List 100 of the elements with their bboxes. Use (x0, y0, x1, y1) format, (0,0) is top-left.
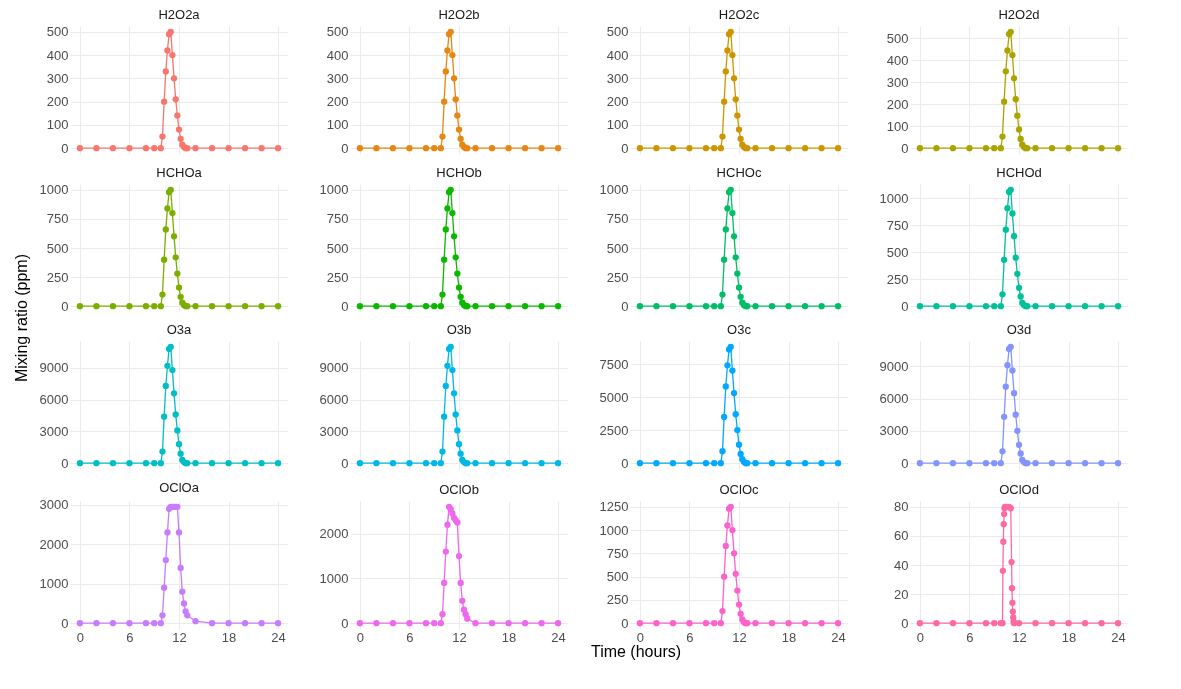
y-tick-label: 0 (61, 298, 69, 314)
y-tick-label: 0 (341, 615, 349, 631)
chart-title: H2O2a (158, 6, 201, 22)
y-tick-label: 100 (606, 117, 629, 133)
x-tick-label: 12 (732, 629, 747, 645)
y-tick-label: 500 (886, 30, 909, 46)
chart-title: H2O2d (998, 7, 1040, 22)
y-tick-label: 0 (901, 298, 909, 314)
y-tick-label: 0 (621, 455, 629, 471)
y-tick-label: 400 (606, 47, 629, 63)
chart-title: OClOa (159, 479, 200, 495)
y-tick-label: 750 (886, 217, 909, 233)
y-tick-label: 0 (341, 298, 349, 314)
chart-title: OClOd (999, 481, 1039, 497)
x-tick-label: 0 (636, 629, 645, 645)
y-tick-label: 0 (61, 455, 69, 471)
y-tick-label: 9000 (39, 360, 69, 376)
x-tick-label: 24 (1111, 629, 1126, 645)
y-tick-label: 3000 (319, 423, 349, 439)
y-tick-label: 0 (901, 455, 909, 471)
x-tick-label: 24 (271, 629, 286, 645)
chart-title: OClOb (439, 482, 479, 497)
chart-title: O3d (1006, 322, 1032, 337)
x-tick-label: 6 (966, 629, 974, 645)
y-tick-label: 500 (606, 569, 629, 585)
y-tick-label: 500 (606, 24, 629, 40)
x-tick-label: 6 (406, 629, 414, 645)
y-tick-label: 2500 (599, 422, 629, 438)
x-tick-label: 0 (356, 629, 365, 645)
x-tick-label: 6 (686, 629, 694, 645)
y-tick-label: 400 (326, 47, 349, 63)
x-axis-title: Time (hours) (590, 643, 682, 660)
y-tick-label: 300 (326, 70, 349, 86)
y-tick-label: 500 (46, 240, 69, 256)
chart-title: HCHOb (436, 164, 482, 180)
y-tick-label: 0 (621, 140, 629, 156)
y-axis-title: Mixing ratio (ppm) (13, 253, 30, 383)
chart-title: HCHOc (716, 164, 762, 180)
y-tick-label: 300 (606, 70, 629, 86)
chart-title: H2O2b (438, 6, 480, 22)
y-tick-label: 500 (46, 24, 69, 40)
y-tick-label: 250 (886, 271, 909, 287)
y-tick-label: 100 (326, 117, 349, 133)
y-tick-label: 2000 (319, 526, 349, 542)
y-tick-label: 0 (341, 455, 349, 471)
x-tick-label: 12 (172, 629, 187, 645)
y-tick-label: 750 (326, 211, 349, 227)
y-tick-label: 400 (886, 52, 909, 68)
y-tick-label: 60 (894, 528, 909, 544)
y-tick-label: 1000 (599, 522, 629, 538)
y-tick-label: 2000 (39, 536, 69, 552)
y-tick-label: 6000 (39, 392, 69, 408)
y-tick-label: 400 (46, 47, 69, 63)
y-tick-label: 0 (901, 615, 909, 631)
chart-title: HCHOd (996, 165, 1042, 180)
y-tick-label: 200 (886, 96, 909, 112)
y-tick-label: 250 (46, 269, 69, 285)
y-tick-label: 0 (621, 298, 629, 314)
y-tick-label: 200 (326, 94, 349, 110)
y-tick-label: 100 (46, 117, 69, 133)
y-tick-label: 1000 (319, 182, 349, 198)
y-tick-label: 0 (61, 615, 69, 631)
y-tick-label: 1250 (599, 499, 629, 515)
y-tick-label: 200 (46, 94, 69, 110)
y-tick-label: 5000 (599, 389, 629, 405)
y-tick-label: 20 (894, 586, 909, 602)
chart-title: HCHOa (156, 164, 203, 180)
y-tick-label: 250 (326, 269, 349, 285)
y-tick-label: 6000 (879, 391, 909, 407)
y-tick-label: 300 (886, 74, 909, 90)
y-tick-label: 3000 (39, 497, 69, 513)
y-tick-label: 750 (46, 211, 69, 227)
x-tick-label: 18 (1061, 629, 1077, 645)
y-tick-label: 500 (326, 240, 349, 256)
y-tick-label: 3000 (879, 423, 909, 439)
y-tick-label: 1000 (879, 190, 909, 206)
y-tick-label: 1000 (599, 182, 629, 198)
y-tick-label: 1000 (39, 576, 69, 592)
y-tick-label: 6000 (319, 392, 349, 408)
chart-title: O3b (446, 322, 472, 337)
x-tick-label: 12 (1012, 629, 1027, 645)
y-tick-label: 300 (46, 70, 69, 86)
y-tick-label: 80 (894, 499, 909, 515)
y-tick-label: 0 (621, 615, 629, 631)
y-tick-label: 40 (894, 557, 909, 573)
x-tick-label: 0 (76, 629, 85, 645)
x-tick-label: 24 (831, 629, 846, 645)
x-tick-label: 12 (452, 629, 467, 645)
y-tick-label: 7500 (599, 356, 629, 372)
y-tick-label: 9000 (319, 360, 349, 376)
chart-title: O3c (727, 322, 752, 337)
x-tick-label: 6 (126, 629, 134, 645)
y-tick-label: 1000 (39, 182, 69, 198)
y-tick-label: 500 (886, 244, 909, 260)
y-tick-label: 250 (606, 592, 629, 608)
y-tick-label: 0 (901, 140, 909, 156)
x-tick-label: 0 (916, 629, 925, 645)
y-tick-label: 750 (606, 211, 629, 227)
y-tick-label: 0 (341, 140, 349, 156)
y-tick-label: 750 (606, 545, 629, 561)
